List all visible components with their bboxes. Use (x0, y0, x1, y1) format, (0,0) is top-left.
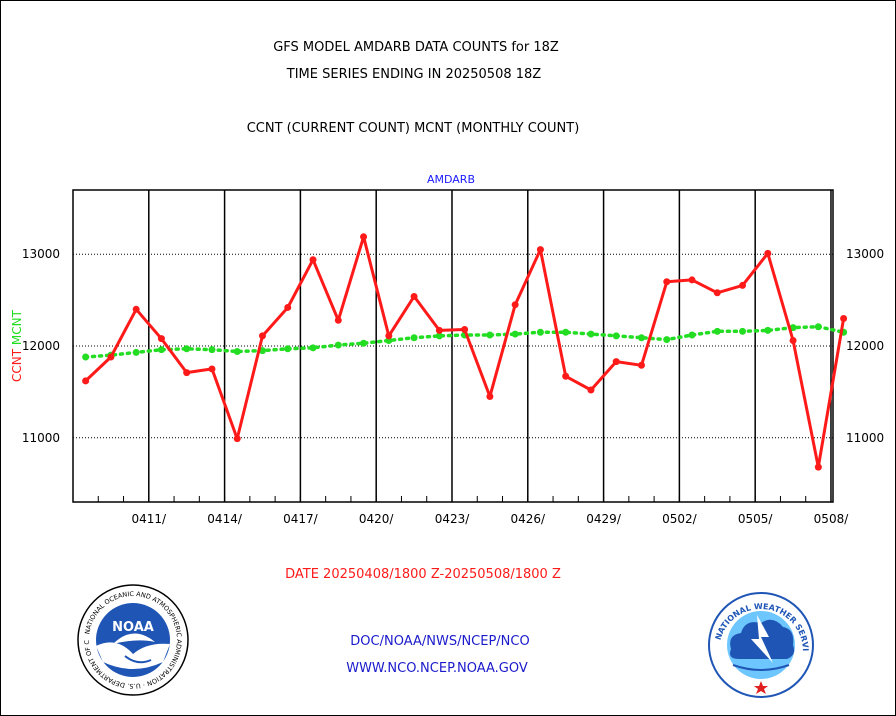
mcnt-point (334, 341, 342, 349)
ccnt-point (739, 281, 747, 289)
horizontal-gridlines (73, 253, 833, 439)
ccnt-point (789, 336, 797, 344)
noaa-logo-text: NOAA (112, 620, 154, 635)
mcnt-point (410, 334, 418, 342)
mcnt-point (360, 339, 368, 347)
plot-area (72, 189, 848, 503)
mcnt-point (132, 348, 140, 356)
mcnt-point (637, 334, 645, 342)
ccnt-point (258, 332, 266, 340)
nws-logo: NATIONAL WEATHER SERVICE (708, 592, 814, 698)
mcnt-point (309, 344, 317, 352)
y-axis-label-mcnt: MCNT (10, 309, 24, 345)
x-tick-label: 0505/ (738, 512, 774, 526)
ccnt-point (713, 289, 721, 297)
y-tick-label-right: 11000 (846, 431, 884, 445)
mcnt-point (233, 348, 241, 356)
y-tick-label-right: 12000 (846, 339, 884, 353)
title-line-3: CCNT (CURRENT COUNT) MCNT (MONTHLY COUNT… (247, 121, 580, 136)
ccnt-point (764, 249, 772, 257)
mcnt-point (82, 353, 90, 361)
x-tick-label: 0414/ (207, 512, 243, 526)
ccnt-point (562, 372, 570, 380)
ccnt-point (284, 303, 292, 311)
ccnt-point (688, 276, 696, 284)
ccnt-point (814, 463, 822, 471)
y-axis-label: CCNT MCNT (10, 309, 24, 382)
mcnt-point (764, 326, 772, 334)
mcnt-point (511, 330, 519, 338)
vertical-gridlines (72, 190, 832, 502)
mcnt-point (536, 328, 544, 336)
y-axis-label-ccnt: CCNT (10, 348, 24, 382)
ccnt-point (587, 386, 595, 394)
mcnt-point (157, 346, 165, 354)
ccnt-point (309, 256, 317, 264)
mcnt-point (562, 328, 570, 336)
mcnt-point (183, 345, 191, 353)
ccnt-point (82, 377, 90, 385)
x-tick-labels: 0411/0414/0417/0420/0423/0426/0429/0502/… (132, 512, 850, 526)
ccnt-line (84, 235, 846, 469)
y-tick-label-left: 12000 (22, 339, 60, 353)
x-tick-label: 0417/ (283, 512, 319, 526)
y-tick-labels: 11000 11000 12000 12000 13000 13000 (22, 247, 884, 445)
ccnt-point (536, 246, 544, 254)
ccnt-point (360, 233, 368, 241)
mcnt-point (713, 327, 721, 335)
chart-title: AMDARB (427, 173, 475, 186)
y-tick-label-right: 13000 (846, 247, 884, 261)
ccnt-point (435, 326, 443, 334)
ccnt-point (157, 335, 165, 343)
x-tick-label: 0423/ (435, 512, 471, 526)
website-link[interactable]: WWW.NCO.NCEP.NOAA.GOV (346, 661, 528, 676)
y-tick-label-left: 11000 (22, 431, 60, 445)
ccnt-point (233, 435, 241, 443)
org-path-link[interactable]: DOC/NOAA/NWS/NCEP/NCO (350, 634, 529, 649)
title-line-2: TIME SERIES ENDING IN 20250508 18Z (286, 67, 542, 82)
mcnt-point (612, 332, 620, 340)
x-tick-label: 0429/ (586, 512, 622, 526)
date-range-label: DATE 20250408/1800 Z-20250508/1800 Z (285, 567, 561, 582)
x-tick-label: 0426/ (510, 512, 546, 526)
ccnt-point (132, 305, 140, 313)
y-tick-label-left: 13000 (22, 247, 60, 261)
title-line-1: GFS MODEL AMDARB DATA COUNTS for 18Z (273, 40, 559, 55)
ccnt-point (385, 332, 393, 340)
ccnt-point (663, 278, 671, 286)
mcnt-point (663, 336, 671, 344)
ccnt-point (410, 292, 418, 300)
x-tick-label: 0411/ (132, 512, 168, 526)
ccnt-point (486, 392, 494, 400)
noaa-logo: NOAA NATIONAL OCEANIC AND ATMOSPHERIC AD… (77, 584, 189, 696)
mcnt-point (208, 346, 216, 354)
x-tick-label: 0502/ (662, 512, 698, 526)
x-tick-label: 0508/ (814, 512, 850, 526)
ccnt-point (612, 358, 620, 366)
ccnt-point (511, 301, 519, 309)
ccnt-point (637, 361, 645, 369)
mcnt-point (284, 345, 292, 353)
ccnt-point (107, 353, 115, 361)
mcnt-point (814, 323, 822, 331)
mcnt-point (688, 331, 696, 339)
ccnt-point (461, 325, 469, 333)
mcnt-point (739, 327, 747, 335)
ccnt-point (840, 314, 848, 322)
mcnt-point (435, 332, 443, 340)
mcnt-point (587, 330, 595, 338)
ccnt-series (82, 233, 848, 471)
mcnt-point (486, 331, 494, 339)
ccnt-point (183, 369, 191, 377)
ccnt-point (334, 316, 342, 324)
x-tick-label: 0420/ (359, 512, 395, 526)
star-icon (754, 681, 768, 694)
ccnt-point (208, 365, 216, 373)
svg-text:CCNT MCNT: CCNT MCNT (10, 309, 24, 382)
